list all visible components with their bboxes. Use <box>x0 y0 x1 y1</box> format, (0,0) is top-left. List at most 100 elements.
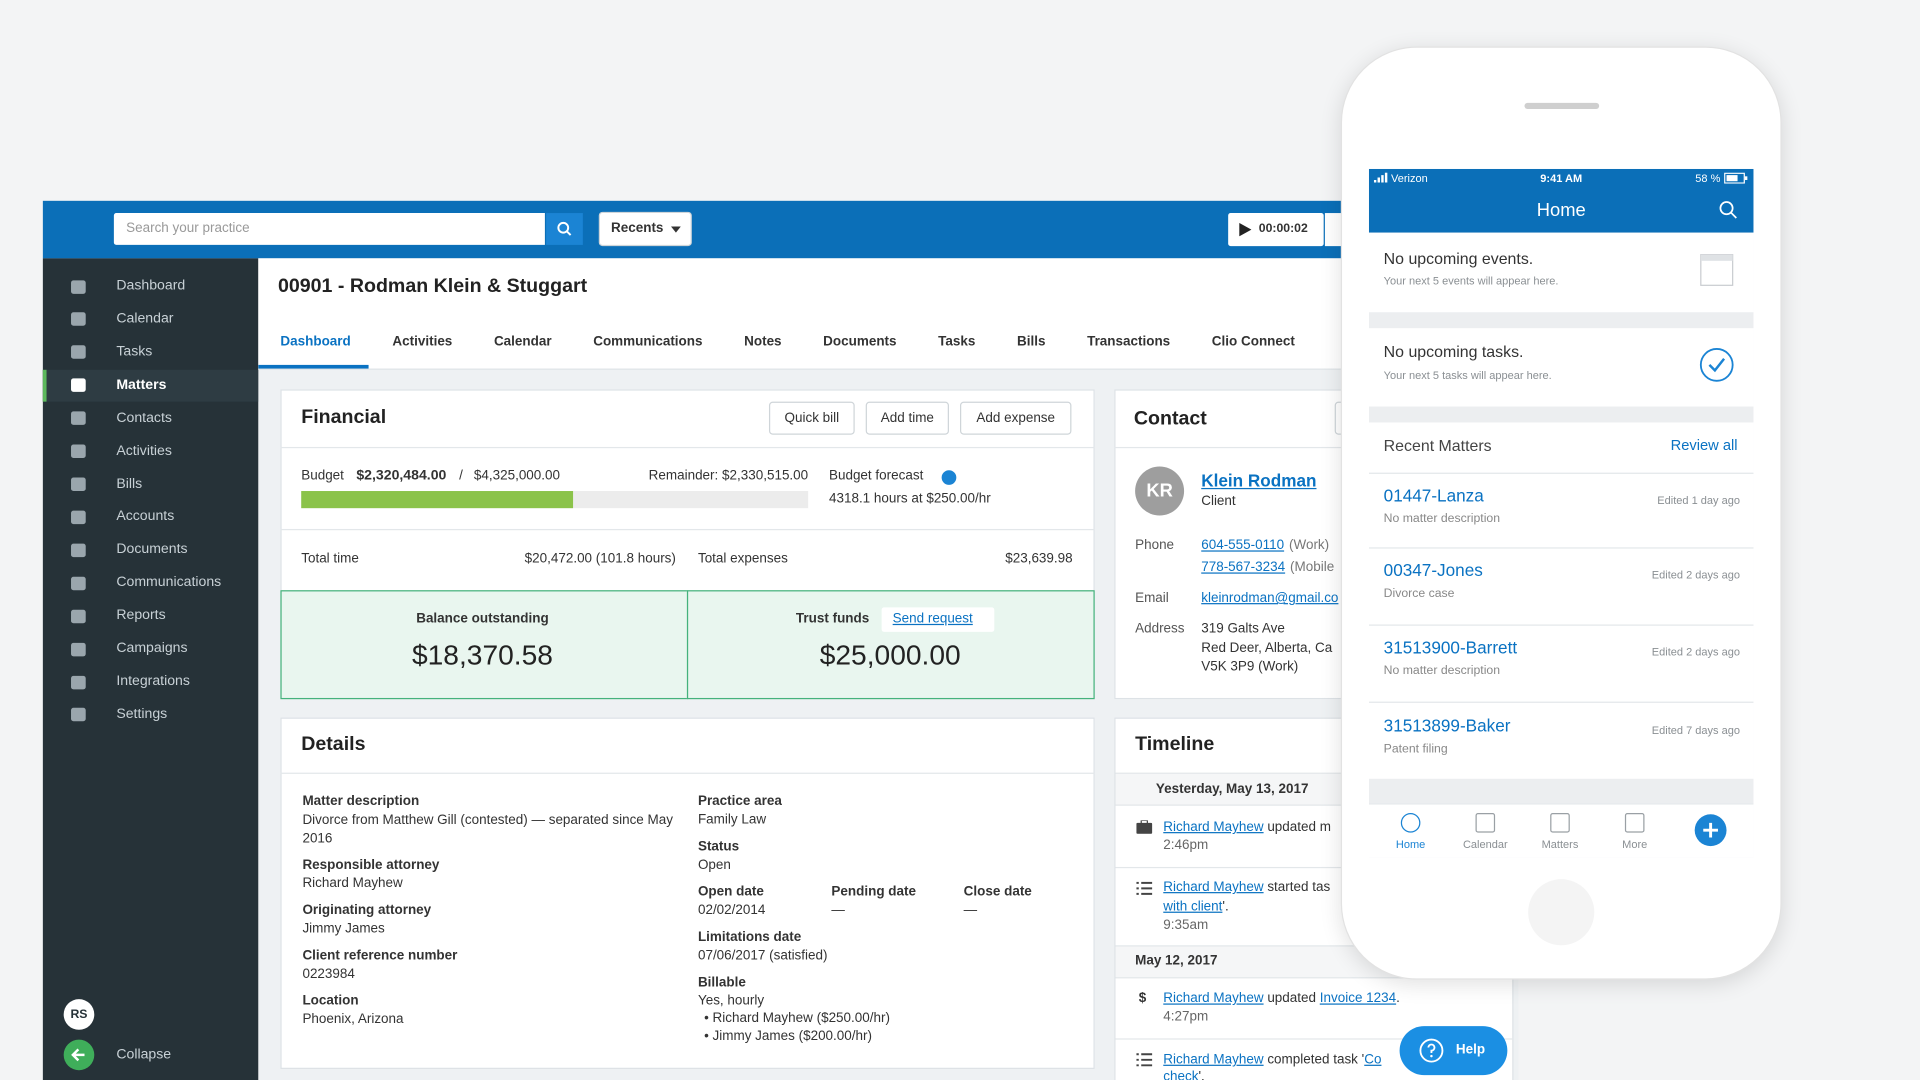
nav-item[interactable]: Calendar <box>116 311 174 327</box>
tab[interactable]: Communications <box>593 334 703 349</box>
entry-link[interactable]: check <box>1163 1069 1199 1080</box>
forecast: 4318.1 hours at $250.00/hr <box>828 491 991 507</box>
field-value: Yes, hourly <box>697 993 765 1009</box>
field-value: Open <box>697 857 731 873</box>
send-request[interactable]: Send request <box>892 611 973 627</box>
tab-label[interactable]: Calendar <box>1462 838 1508 851</box>
tab-icon[interactable] <box>1400 813 1421 833</box>
user-link[interactable]: Richard Mayhew <box>1163 819 1264 835</box>
field-label: Status <box>697 839 740 855</box>
card-title: Financial <box>301 407 387 428</box>
tab[interactable]: Notes <box>744 334 782 349</box>
nav-item[interactable]: Contacts <box>116 410 172 426</box>
action-button[interactable] <box>960 401 1072 435</box>
tab[interactable]: Activities <box>392 334 453 349</box>
matter-name[interactable]: 31513900-Barrett <box>1383 637 1518 657</box>
nav-item[interactable]: Communications <box>116 575 222 590</box>
tab[interactable]: Tasks <box>938 334 976 349</box>
action-label[interactable]: Quick bill <box>784 410 840 425</box>
user-link[interactable]: Richard Mayhew <box>1163 991 1264 1006</box>
tab-icon[interactable] <box>1550 813 1570 833</box>
tab[interactable]: Transactions <box>1087 334 1171 349</box>
tab-label[interactable]: More <box>1622 838 1648 851</box>
search-placeholder: Search your practice <box>126 221 250 236</box>
nav-item[interactable]: Matters <box>116 377 167 393</box>
matter-edited: Edited 2 days ago <box>1651 645 1741 659</box>
review-all[interactable]: Review all <box>1670 436 1738 454</box>
collapse-button[interactable] <box>63 1039 95 1071</box>
search-button[interactable] <box>546 213 583 245</box>
tab-icon[interactable] <box>1475 813 1496 833</box>
nav-item[interactable]: Activities <box>116 443 172 459</box>
nav-item[interactable]: Reports <box>116 608 166 623</box>
phone-link[interactable]: 778-567-3234 <box>1201 560 1286 575</box>
divider <box>1368 624 1754 626</box>
divider <box>280 528 1095 531</box>
search-input[interactable] <box>113 213 545 245</box>
field-value: — <box>831 903 845 918</box>
tab[interactable]: Documents <box>823 334 897 349</box>
matter-title: 00901 - Rodman Klein & Stuggart <box>277 276 588 297</box>
nav-item[interactable]: Settings <box>116 707 168 722</box>
entry-link[interactable]: with client <box>1163 899 1223 915</box>
matter-name[interactable]: 00347-Jones <box>1383 560 1483 580</box>
matter-name[interactable]: 01447-Lanza <box>1383 485 1484 506</box>
tab[interactable]: Clio Connect <box>1211 334 1295 349</box>
list-icon <box>1136 1053 1153 1067</box>
phone-search-icon[interactable] <box>1718 200 1738 220</box>
events-sub: Your next 5 events will appear here. <box>1383 274 1559 288</box>
tab-label[interactable]: Matters <box>1541 838 1579 851</box>
timer-button[interactable] <box>1228 213 1324 247</box>
battery: 58 % <box>1695 172 1721 185</box>
recents-label[interactable]: Recents <box>611 221 664 236</box>
contact-name[interactable]: Klein Rodman <box>1201 470 1317 491</box>
add-button[interactable] <box>1694 814 1727 847</box>
nav-item[interactable]: Integrations <box>116 674 190 689</box>
action-button[interactable] <box>768 401 855 435</box>
action-label[interactable]: Add time <box>880 410 934 425</box>
matter-name[interactable]: 31513899-Baker <box>1383 715 1511 736</box>
forecast-label: Budget forecast <box>828 468 924 484</box>
user-link[interactable]: Richard Mayhew <box>1163 879 1264 895</box>
tab[interactable]: Dashboard <box>280 334 351 349</box>
help-label[interactable]: Help <box>1455 1042 1486 1058</box>
send-request-button[interactable] <box>881 607 995 632</box>
nav-item[interactable]: Accounts <box>116 509 175 525</box>
tab[interactable]: Bills <box>1016 334 1046 349</box>
budget-label: Budget <box>301 468 344 484</box>
tab-label[interactable]: Home <box>1395 838 1426 851</box>
entry-link[interactable]: Co <box>1364 1052 1382 1068</box>
nav-icon <box>71 576 86 590</box>
details-card <box>280 717 1095 1069</box>
action-button[interactable] <box>865 401 949 435</box>
user-avatar[interactable] <box>63 999 95 1030</box>
help-icon[interactable] <box>941 470 957 485</box>
email[interactable]: kleinrodman@gmail.co <box>1201 590 1339 606</box>
nav-item[interactable]: Dashboard <box>116 278 186 294</box>
matter-header <box>258 258 1519 370</box>
battery-icon <box>1724 172 1748 184</box>
entry-link[interactable]: Invoice 1234 <box>1319 991 1397 1006</box>
action-label[interactable]: Add expense <box>976 410 1056 425</box>
user-link[interactable]: Richard Mayhew <box>1163 1052 1264 1068</box>
phone-link[interactable]: 604-555-0110 <box>1201 538 1285 553</box>
nav-item[interactable]: Documents <box>116 542 188 557</box>
budget-total: $4,325,000.00 <box>473 468 561 484</box>
field-label: Pending date <box>831 884 916 900</box>
tab[interactable]: Calendar <box>493 334 552 349</box>
briefcase-icon <box>1136 820 1153 834</box>
nav-item[interactable]: Campaigns <box>116 641 188 656</box>
timeline-date: Yesterday, May 13, 2017 <box>1155 781 1309 797</box>
recents-button[interactable] <box>598 211 692 247</box>
help-icon <box>1419 1038 1444 1063</box>
nav-item[interactable]: Tasks <box>116 344 153 360</box>
balance-box <box>280 590 689 700</box>
tab-icon[interactable] <box>1624 813 1645 833</box>
phone-number: 604-555-0110 (Work) <box>1201 537 1329 555</box>
entry-tail: '. <box>1222 899 1229 915</box>
help-button[interactable] <box>1399 1026 1508 1076</box>
nav-item[interactable]: Bills <box>116 476 143 492</box>
divider <box>1114 446 1519 449</box>
entry-text: with client'. <box>1163 898 1228 916</box>
collapse-label[interactable]: Collapse <box>116 1047 172 1063</box>
